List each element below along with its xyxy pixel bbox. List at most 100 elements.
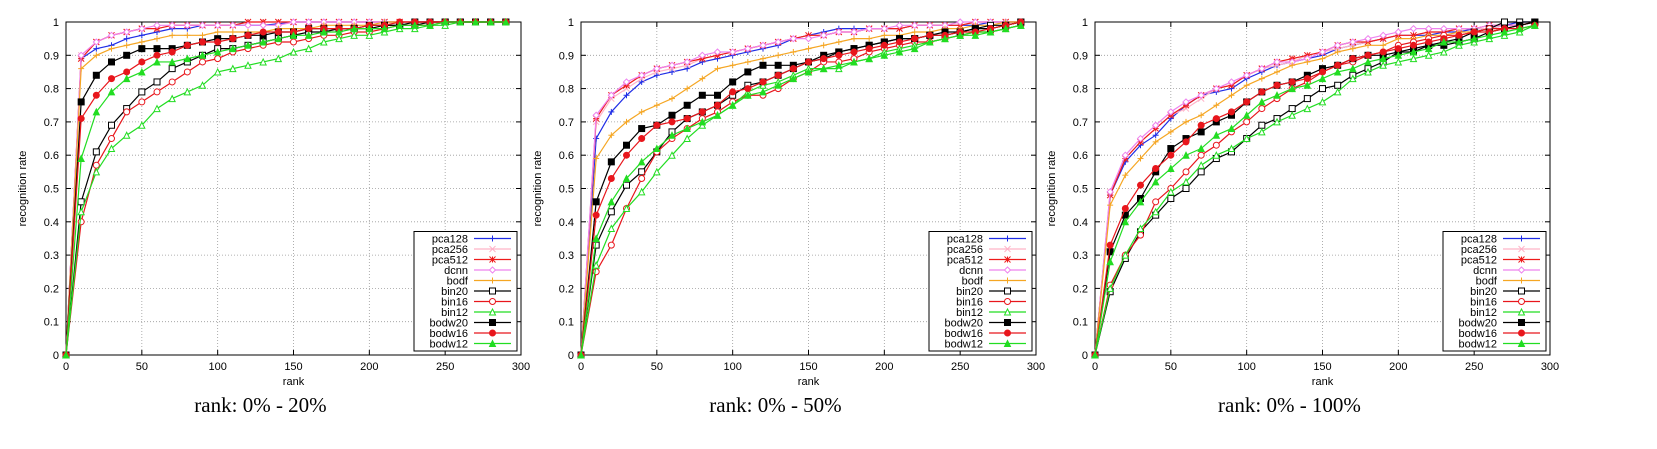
x-tick-label: 250 — [1465, 361, 1483, 373]
data-point-bodw12 — [1136, 197, 1145, 206]
data-point-bodw12 — [774, 81, 782, 89]
y-tick-label: 0.8 — [1073, 84, 1088, 96]
data-point-bodw12 — [1440, 37, 1448, 46]
legend-marker — [1004, 287, 1011, 295]
data-point-bin12 — [350, 31, 358, 39]
legend-item-bodw20: bodw20 — [429, 318, 511, 330]
y-tick-label: 0.7 — [1073, 117, 1088, 129]
legend-marker — [1517, 307, 1526, 316]
data-point-bodw16 — [1273, 81, 1281, 89]
data-point-bin12 — [1151, 207, 1160, 216]
data-point-dcnn — [774, 38, 782, 46]
data-point-pca128 — [684, 65, 691, 72]
data-point-dcnn — [713, 48, 722, 56]
data-point-bodw20 — [623, 141, 630, 149]
data-point-bodw16 — [850, 48, 858, 56]
data-point-bodf — [820, 42, 827, 49]
x-tick-label: 300 — [1541, 361, 1559, 373]
legend-marker — [1518, 329, 1525, 337]
legend-marker — [1518, 245, 1525, 253]
data-point-dcnn — [759, 41, 767, 50]
data-point-bodw12 — [895, 47, 904, 56]
data-point-bin20 — [153, 78, 161, 86]
data-point-dcnn — [910, 21, 919, 30]
x-axis-label: rank — [798, 376, 820, 388]
legend-label: pca512 — [1461, 255, 1497, 267]
y-tick-label: 0.7 — [559, 117, 574, 129]
data-point-bodw12 — [1500, 27, 1509, 36]
data-point-bodw16 — [138, 58, 146, 66]
data-point-bodw16 — [865, 45, 873, 53]
data-point-bodw12 — [1349, 64, 1357, 73]
data-point-bodw16 — [683, 115, 691, 123]
y-tick-label: 0.6 — [559, 150, 574, 162]
data-point-bin16 — [168, 78, 176, 86]
data-point-bodw16 — [1394, 45, 1402, 53]
data-point-bodf — [1228, 92, 1235, 99]
data-point-dcnn — [1242, 71, 1251, 79]
y-tick-label: 0.3 — [44, 250, 59, 262]
legend-label: bin12 — [1470, 307, 1497, 319]
data-point-bodf — [1365, 42, 1371, 49]
data-point-bodw12 — [183, 54, 192, 63]
data-point-bodw16 — [729, 88, 737, 96]
y-tick-label: 0.6 — [44, 150, 59, 162]
data-point-bodf — [835, 38, 842, 45]
data-point-bodw12 — [1531, 21, 1539, 29]
legend-item-bin16: bin16 — [441, 297, 511, 309]
data-point-bin12 — [1227, 144, 1236, 153]
data-point-bodw12 — [577, 350, 585, 359]
data-point-bodw12 — [1318, 74, 1327, 83]
x-tick-label: 50 — [1165, 361, 1177, 373]
legend-label: bodf — [447, 276, 469, 288]
data-point-bodw16 — [244, 31, 252, 39]
data-point-bodw12 — [1151, 177, 1160, 186]
data-point-bodw20 — [108, 58, 115, 66]
data-point-bodw12 — [1017, 21, 1025, 29]
data-point-bodf — [93, 52, 100, 59]
legend-marker — [1003, 307, 1012, 316]
data-point-dcnn — [244, 21, 252, 30]
data-point-dcnn — [77, 51, 85, 60]
data-point-bin12 — [335, 34, 343, 43]
legend-marker — [489, 245, 496, 253]
x-tick-label: 100 — [1237, 361, 1255, 373]
data-point-bodw16 — [1425, 38, 1433, 46]
data-point-bodw16 — [653, 121, 661, 129]
data-point-dcnn — [683, 58, 691, 66]
legend-label: bodw16 — [944, 328, 983, 340]
data-point-bin20 — [1288, 105, 1296, 113]
data-point-bodw16 — [183, 41, 191, 49]
legend-item-pca256: pca256 — [1461, 244, 1540, 256]
y-tick-label: 0.5 — [559, 184, 574, 196]
y-tick-label: 0.8 — [559, 84, 574, 96]
y-tick-label: 0.1 — [1073, 317, 1088, 329]
data-point-bodw16 — [1379, 48, 1387, 56]
data-point-bin20 — [168, 65, 176, 73]
data-point-bodw12 — [971, 31, 980, 39]
data-point-bodw16 — [1106, 241, 1114, 249]
data-point-dcnn — [1106, 188, 1114, 196]
data-point-dcnn — [1394, 28, 1403, 36]
data-point-bodw20 — [92, 71, 100, 79]
data-point-pca128 — [653, 72, 660, 79]
y-tick-label: 0 — [53, 350, 59, 362]
legend-item-bin20: bin20 — [956, 286, 1026, 298]
legend-item-bodw16: bodw16 — [429, 328, 511, 340]
legend-item-pca256: pca256 — [947, 244, 1026, 256]
data-point-bin12 — [213, 67, 222, 76]
data-point-bodw16 — [1137, 181, 1144, 189]
legend-marker — [489, 287, 496, 295]
legend-label: bin20 — [956, 286, 983, 298]
data-point-bodw20 — [683, 101, 691, 109]
legend-item-bodw20: bodw20 — [1458, 318, 1540, 330]
data-point-bodw20 — [759, 61, 767, 69]
data-point-bodw12 — [62, 350, 70, 359]
data-point-bodw12 — [835, 61, 843, 69]
data-point-bodw16 — [1303, 75, 1311, 83]
data-point-bodw16 — [1470, 28, 1478, 36]
data-point-dcnn — [304, 18, 313, 26]
data-point-bodw12 — [198, 51, 207, 59]
data-point-bodf — [775, 52, 782, 59]
data-point-bodw12 — [380, 24, 389, 33]
